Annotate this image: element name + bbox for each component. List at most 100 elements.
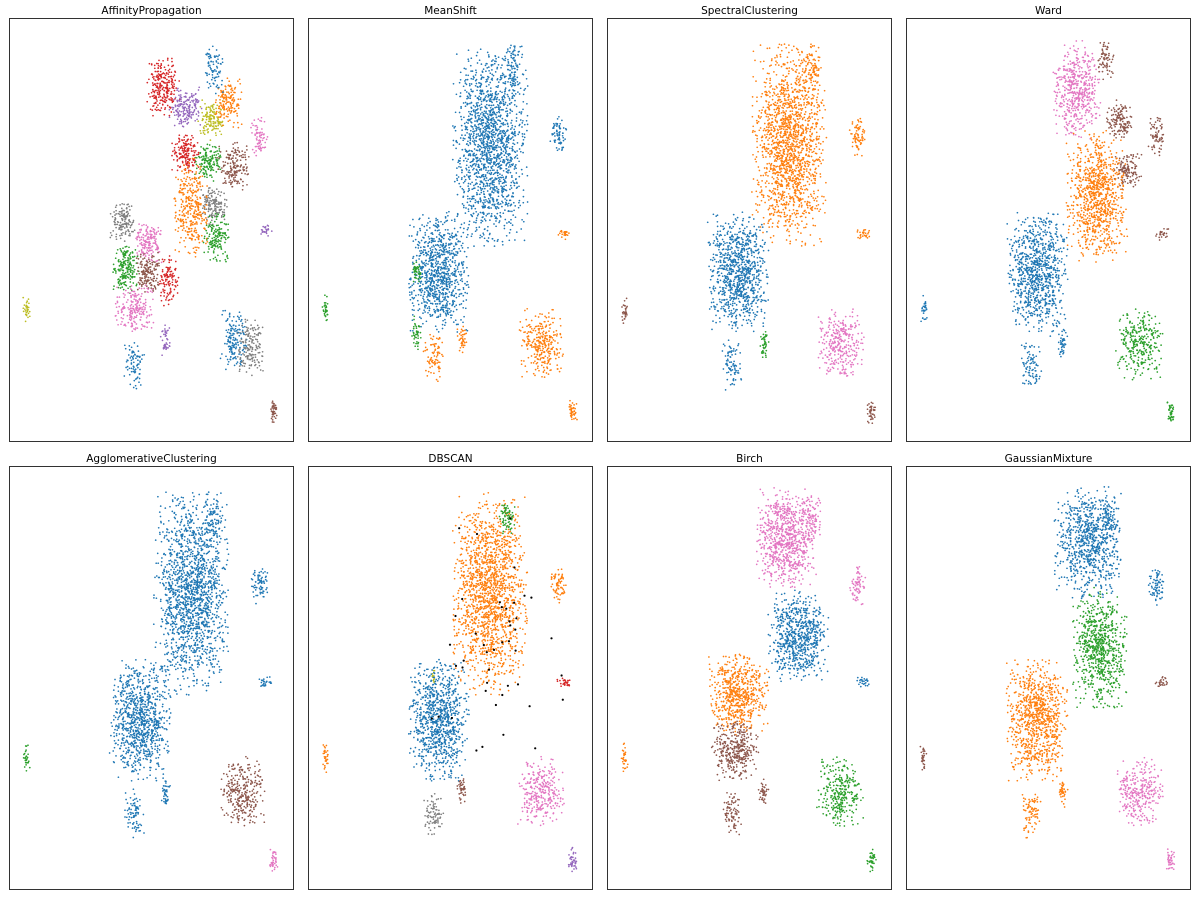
scatter-point — [174, 249, 177, 251]
scatter-point — [174, 260, 177, 263]
scatter-point — [244, 341, 247, 344]
scatter-point — [157, 281, 159, 284]
scatter-point — [198, 181, 201, 184]
scatter-point — [205, 173, 208, 175]
scatter-point — [214, 234, 217, 237]
scatter-point — [260, 143, 263, 146]
scatter-point — [228, 323, 231, 326]
scatter-point — [489, 159, 492, 162]
scatter-point — [134, 307, 137, 309]
scatter-point — [479, 153, 482, 156]
scatter-point — [124, 232, 127, 234]
scatter-point — [192, 154, 195, 157]
scatter-point — [145, 263, 148, 266]
scatter-point — [187, 251, 190, 254]
scatter-point — [497, 104, 500, 107]
scatter-point — [187, 227, 190, 230]
scatter-point — [471, 150, 474, 153]
scatter-point — [246, 149, 248, 151]
scatter-point — [482, 232, 485, 235]
scatter-point — [196, 198, 199, 201]
scatter-point — [159, 95, 162, 98]
scatter-point — [502, 132, 505, 134]
scatter-point — [474, 79, 477, 82]
scatter-point — [493, 181, 495, 184]
scatter-point — [136, 254, 139, 256]
scatter-point — [239, 340, 241, 343]
scatter-point — [153, 67, 156, 70]
scatter-point — [128, 367, 131, 370]
scatter-point — [134, 384, 137, 387]
scatter-point — [508, 99, 511, 101]
scatter-point — [130, 322, 133, 325]
scatter-point — [117, 323, 119, 326]
scatter-point — [482, 135, 484, 137]
scatter-point — [232, 97, 235, 99]
scatter-point — [207, 208, 210, 211]
scatter-point — [128, 263, 131, 266]
scatter-point — [115, 235, 117, 238]
scatter-point — [203, 173, 205, 176]
scatter-point — [150, 73, 153, 76]
scatter-point — [214, 101, 217, 104]
scatter-point — [265, 232, 268, 235]
scatter-point — [168, 284, 171, 287]
scatter-point — [457, 161, 459, 164]
scatter-point — [208, 82, 211, 85]
scatter-point — [506, 222, 508, 224]
scatter-point — [182, 151, 185, 154]
scatter-point — [197, 115, 200, 117]
scatter-point — [514, 178, 517, 181]
scatter-point — [115, 204, 118, 207]
scatter-point — [215, 211, 218, 214]
scatter-point — [222, 182, 225, 185]
scatter-point — [183, 164, 185, 166]
scatter-point — [487, 197, 490, 200]
scatter-point — [183, 139, 186, 141]
scatter-point — [124, 294, 126, 296]
scatter-point — [132, 265, 135, 267]
scatter-point — [226, 162, 229, 165]
scatter-point — [490, 207, 492, 209]
scatter-point — [495, 144, 497, 147]
scatter-point — [121, 308, 123, 310]
scatter-point — [471, 140, 474, 142]
scatter-point — [511, 164, 514, 167]
scatter-point — [198, 235, 200, 238]
scatter-point — [211, 246, 214, 249]
scatter-point — [495, 160, 498, 163]
scatter-point — [246, 349, 249, 352]
scatter-point — [234, 109, 237, 112]
scatter-point — [485, 94, 488, 97]
scatter-point — [211, 71, 214, 74]
scatter-point — [476, 62, 479, 64]
scatter-point — [516, 142, 519, 144]
scatter-point — [462, 189, 465, 191]
scatter-point — [215, 206, 218, 208]
scatter-point — [136, 307, 138, 310]
scatter-point — [123, 375, 126, 377]
scatter-point — [465, 174, 468, 176]
scatter-point — [488, 136, 490, 139]
scatter-point — [183, 108, 186, 110]
scatter-point — [144, 284, 147, 287]
scatter-point — [238, 169, 241, 172]
scatter-point — [479, 183, 481, 186]
scatter-point — [155, 238, 157, 240]
scatter-point — [256, 340, 259, 343]
scatter-point — [152, 235, 155, 238]
scatter-point — [198, 213, 200, 216]
scatter-point — [207, 226, 210, 228]
scatter-point — [117, 212, 120, 215]
scatter-point — [151, 261, 154, 264]
scatter-point — [174, 217, 176, 219]
scatter-point — [203, 159, 206, 162]
scatter-point — [212, 63, 215, 66]
scatter-point — [119, 247, 122, 250]
scatter-point — [482, 139, 484, 142]
scatter-point — [486, 140, 488, 143]
scatter-point — [203, 165, 205, 168]
scatter-point — [156, 259, 159, 262]
scatter-point — [525, 77, 528, 80]
scatter-point — [508, 102, 511, 105]
